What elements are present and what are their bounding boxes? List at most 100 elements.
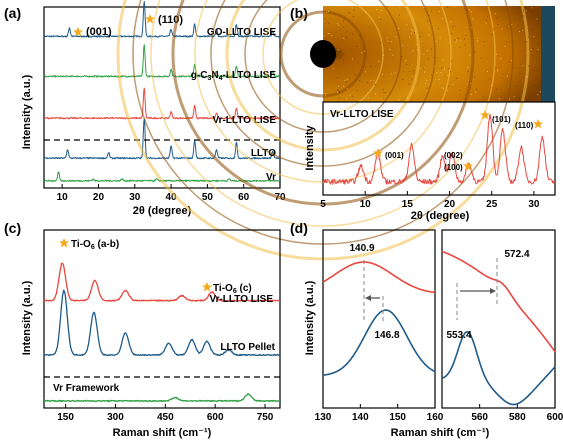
xrd-speckle — [464, 44, 466, 46]
x-tick-label: 600 — [207, 412, 224, 423]
x-tick-label: 160 — [427, 412, 444, 423]
xrd-speckle — [351, 95, 353, 97]
xrd-speckle — [518, 30, 520, 32]
xrd-speckle — [447, 6, 449, 8]
panel-b-peak-101: (101) — [492, 115, 511, 124]
xrd-speckle — [465, 34, 467, 36]
x-tick-label: 10 — [360, 199, 372, 210]
xrd-speckle — [469, 54, 471, 56]
xrd-speckle — [389, 48, 391, 50]
xrd-speckle — [367, 81, 369, 83]
panel-b-xlabel: 2θ (degree) — [411, 210, 470, 222]
xrd-speckle — [426, 80, 428, 82]
xrd-speckle — [469, 82, 471, 84]
xrd-speckle — [526, 41, 528, 43]
xrd-speckle — [346, 88, 348, 90]
panel-d-label: (d) — [290, 220, 308, 236]
xrd-speckle — [433, 66, 435, 68]
x-tick-label: 30 — [528, 199, 540, 210]
legend-c-vr-llto: Vr-LLTO LISE — [209, 294, 273, 305]
xrd-speckle — [451, 60, 452, 62]
xrd-speckle — [402, 78, 404, 80]
xrd-speckle — [382, 73, 383, 75]
panel-a-label: (a) — [4, 5, 21, 21]
xrd-speckle — [406, 63, 408, 65]
xrd-speckle — [534, 85, 536, 87]
x-tick-label: 750 — [257, 412, 274, 423]
xrd-speckle — [337, 89, 339, 91]
legend-go-llto: GO-LLTO LISE — [207, 27, 276, 38]
panel-c-frame — [43, 229, 281, 409]
xrd-speckle — [501, 28, 503, 30]
panel-c-xlabel: Raman shift (cm⁻¹) — [113, 427, 212, 439]
xrd-speckle — [495, 67, 497, 69]
xrd-speckle — [519, 73, 521, 75]
xrd-speckle — [423, 7, 425, 8]
x-tick-label: 150 — [389, 412, 406, 423]
xrd-speckle — [423, 67, 425, 69]
xrd-speckle — [339, 57, 341, 59]
xrd-speckle — [469, 27, 471, 29]
xrd-speckle — [533, 69, 534, 71]
xrd-speckle — [400, 56, 402, 57]
d-left-arrowhead — [365, 295, 371, 301]
xrd-speckle — [343, 20, 344, 22]
xrd-speckle — [443, 88, 445, 90]
xrd-speckle — [528, 65, 530, 67]
xrd-speckle — [439, 37, 441, 39]
xrd-speckle — [459, 46, 461, 48]
xrd-speckle — [507, 75, 508, 77]
xrd-speckle — [326, 12, 327, 13]
xrd-speckle — [521, 29, 523, 31]
xrd-speckle — [495, 53, 497, 55]
panel-c-star-ab — [59, 238, 69, 248]
legend-vr: Vr — [266, 172, 276, 183]
xrd-speckle — [510, 60, 512, 62]
xrd-speckle — [394, 72, 396, 74]
xrd-speckle — [456, 39, 458, 41]
series-line-vr-llto-lise — [43, 262, 281, 302]
xrd-speckle — [338, 24, 339, 26]
xrd-speckle — [390, 73, 392, 75]
panel-b-star-110 — [533, 119, 543, 129]
xrd-speckle — [327, 33, 329, 35]
xrd-speckle — [427, 50, 429, 52]
xrd-speckle — [444, 68, 445, 70]
xrd-ring — [279, 10, 367, 98]
panel-b-peak-001: (001) — [385, 151, 404, 160]
xrd-speckle — [483, 96, 484, 98]
x-tick-label: 150 — [57, 412, 74, 423]
xrd-speckle — [328, 11, 329, 12]
xrd-speckle — [467, 70, 469, 72]
xrd-speckle — [431, 74, 433, 76]
x-tick-label: 20 — [93, 192, 105, 203]
xrd-speckle — [532, 48, 534, 50]
xrd-speckle — [454, 39, 456, 41]
xrd-speckle — [506, 41, 507, 43]
xrd-speckle — [467, 66, 469, 68]
d-right-blue-curve — [441, 331, 556, 406]
xrd-speckle — [412, 50, 414, 52]
series-line-llto-pellet — [43, 289, 281, 357]
panel-c-ylabel: Intensity (a.u.) — [21, 280, 33, 355]
xrd-speckle — [415, 44, 417, 46]
xrd-speckle — [527, 36, 529, 38]
panel-c-curves — [43, 262, 281, 403]
series-line-llto — [43, 118, 281, 160]
xrd-speckle — [522, 65, 524, 67]
panel-a-peak-001: (001) — [86, 26, 112, 38]
x-tick-label: 450 — [157, 412, 174, 423]
xrd-speckle — [367, 97, 369, 98]
xrd-speckle — [537, 49, 539, 51]
xrd-speckle — [476, 88, 478, 90]
x-tick-label: 560 — [471, 412, 488, 423]
xrd-speckle — [468, 9, 470, 11]
xrd-speckle — [427, 20, 428, 22]
xrd-speckle — [437, 28, 439, 30]
xrd-speckle — [382, 88, 384, 90]
xrd-speckle — [379, 18, 381, 20]
xrd-speckle — [525, 10, 527, 12]
xrd-speckle — [514, 18, 516, 20]
xrd-speckle — [452, 26, 454, 28]
xrd-speckle — [328, 22, 330, 24]
